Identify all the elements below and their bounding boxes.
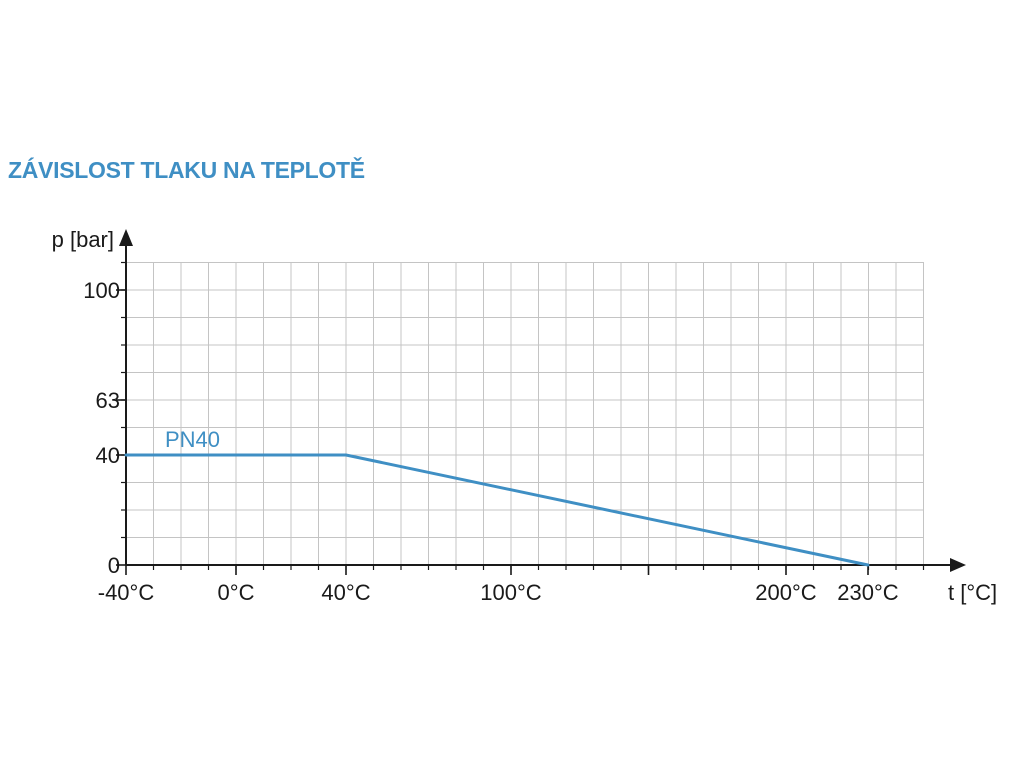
series	[124, 453, 870, 567]
y-tick-label: 0	[108, 553, 120, 578]
series-line-pn40	[124, 453, 870, 567]
x-tick-label: 200°C	[755, 580, 817, 605]
labels: -40°C 0°C 40°C 100°C 200°C 230°C 0 40 63 100 t [°C…	[52, 227, 998, 605]
x-tick-label: -40°C	[98, 580, 155, 605]
chart-title: ZÁVISLOST TLAKU NA TEPLOTĚ	[8, 157, 365, 183]
grid	[126, 262, 924, 565]
y-axis-label: p [bar]	[52, 227, 114, 252]
x-axis-arrow-icon	[950, 558, 966, 572]
x-tick-label: 0°C	[218, 580, 255, 605]
x-tick-label: 230°C	[837, 580, 899, 605]
y-tick-label: 100	[83, 278, 120, 303]
x-axis-label: t [°C]	[948, 580, 997, 605]
y-axis-arrow-icon	[119, 229, 133, 246]
x-tick-label: 40°C	[321, 580, 370, 605]
y-tick-label: 40	[96, 443, 120, 468]
axes	[116, 229, 966, 575]
x-tick-label: 100°C	[480, 580, 542, 605]
series-label: PN40	[165, 427, 220, 452]
y-tick-label: 63	[96, 388, 120, 413]
